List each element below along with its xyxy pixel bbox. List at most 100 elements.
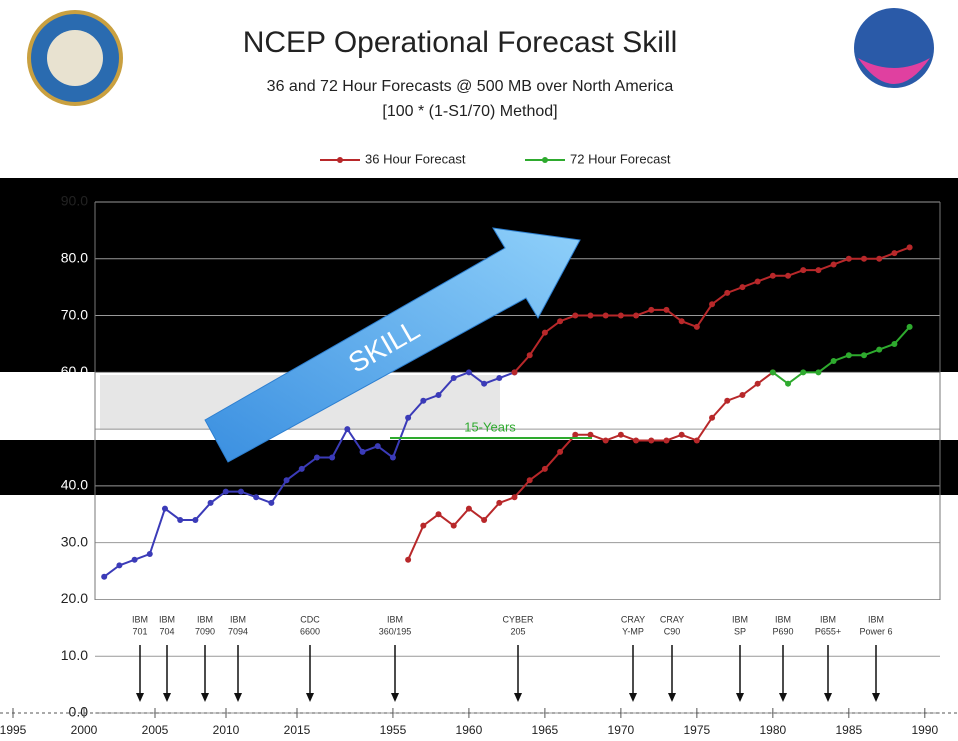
- data-point: [800, 369, 807, 376]
- data-point: [450, 375, 457, 382]
- y-tick-label: 70.0: [61, 306, 88, 322]
- data-point: [724, 397, 731, 404]
- legend-marker: [542, 157, 548, 163]
- data-point: [420, 522, 427, 529]
- data-point: [648, 306, 655, 313]
- data-point: [739, 284, 746, 291]
- computer-arrowhead: [872, 693, 880, 702]
- data-point: [526, 477, 533, 484]
- data-point: [769, 369, 776, 376]
- data-point: [709, 301, 716, 308]
- y-tick-label: 20.0: [61, 590, 88, 606]
- data-point: [663, 306, 670, 313]
- series-line: [772, 326, 911, 385]
- data-point: [557, 318, 564, 325]
- x-tick-label: 1965: [532, 723, 559, 737]
- computer-label: CRAY: [621, 614, 645, 624]
- annotation: 15-Years: [464, 419, 516, 434]
- data-point: [329, 454, 336, 461]
- computer-label: CRAY: [660, 614, 684, 624]
- data-point: [359, 448, 366, 455]
- data-point: [465, 369, 472, 376]
- data-point: [526, 352, 533, 359]
- data-point: [192, 516, 199, 523]
- data-point: [724, 289, 731, 296]
- x2-tick-label: 2000: [71, 723, 98, 737]
- data-point: [906, 244, 913, 251]
- data-point: [572, 312, 579, 319]
- data-point: [815, 369, 822, 376]
- data-point: [237, 488, 244, 495]
- data-point: [876, 255, 883, 262]
- data-point: [405, 414, 412, 421]
- data-point: [481, 380, 488, 387]
- commerce-logo-inner: [47, 30, 103, 86]
- computer-label: 6600: [300, 626, 320, 636]
- computer-arrowhead: [668, 693, 676, 702]
- chart-subtitle: 36 and 72 Hour Forecasts @ 500 MB over N…: [267, 78, 674, 95]
- data-point: [207, 499, 214, 506]
- data-point: [633, 312, 640, 319]
- data-point: [587, 431, 594, 438]
- x-tick-label: 1990: [911, 723, 938, 737]
- plot: 0.0 10.0 20.0 30.0 40.0 50.0 60.0 70.0 80.0 90.0 1…: [0, 151, 958, 737]
- y-tick-label: 10.0: [61, 647, 88, 663]
- data-point: [648, 437, 655, 444]
- x2-tick-label: 1995: [0, 723, 27, 737]
- data-point: [876, 346, 883, 353]
- computer-label: 205: [510, 626, 525, 636]
- data-point: [496, 499, 503, 506]
- data-point: [815, 267, 822, 274]
- computer-label: 701: [132, 626, 147, 636]
- data-point: [693, 323, 700, 330]
- x2-tick-label: 2015: [284, 723, 311, 737]
- legend-label: 72 Hour Forecast: [570, 151, 671, 166]
- data-point: [845, 352, 852, 359]
- x-tick-label: 1975: [684, 723, 711, 737]
- data-point: [830, 357, 837, 364]
- data-point: [891, 250, 898, 257]
- data-point: [541, 465, 548, 472]
- computer-label: P690: [772, 626, 793, 636]
- data-point: [709, 414, 716, 421]
- x-tick-label: 1980: [759, 723, 786, 737]
- data-point: [572, 431, 579, 438]
- computer-label: IBM: [230, 614, 246, 624]
- data-point: [602, 312, 609, 319]
- computer-label: 7090: [195, 626, 215, 636]
- data-point: [785, 380, 792, 387]
- data-point: [146, 551, 153, 558]
- data-point: [344, 426, 351, 433]
- data-point: [754, 278, 761, 285]
- data-point: [663, 437, 670, 444]
- x-tick-label: 1960: [456, 723, 483, 737]
- data-point: [131, 556, 138, 563]
- data-point: [557, 448, 564, 455]
- chart-title: NCEP Operational Forecast Skill: [243, 26, 678, 59]
- data-point: [830, 261, 837, 268]
- data-point: [253, 494, 260, 501]
- computer-label: IBM: [820, 614, 836, 624]
- data-point: [861, 352, 868, 359]
- computer-arrowhead: [779, 693, 787, 702]
- computer-arrowhead: [391, 693, 399, 702]
- data-point: [678, 431, 685, 438]
- legend-label: 36 Hour Forecast: [365, 151, 466, 166]
- legend-marker: [337, 157, 343, 163]
- computer-label: IBM: [868, 614, 884, 624]
- data-point: [496, 375, 503, 382]
- computer-label: CYBER: [502, 614, 534, 624]
- data-point: [769, 272, 776, 279]
- computer-label: IBM: [387, 614, 403, 624]
- computer-label: C90: [664, 626, 681, 636]
- data-point: [268, 499, 275, 506]
- computer-label: IBM: [197, 614, 213, 624]
- computer-label: 704: [159, 626, 174, 636]
- data-point: [739, 392, 746, 399]
- computer-label: 360/195: [379, 626, 412, 636]
- data-point: [541, 329, 548, 336]
- data-point: [602, 437, 609, 444]
- data-point: [101, 573, 108, 580]
- data-point: [313, 454, 320, 461]
